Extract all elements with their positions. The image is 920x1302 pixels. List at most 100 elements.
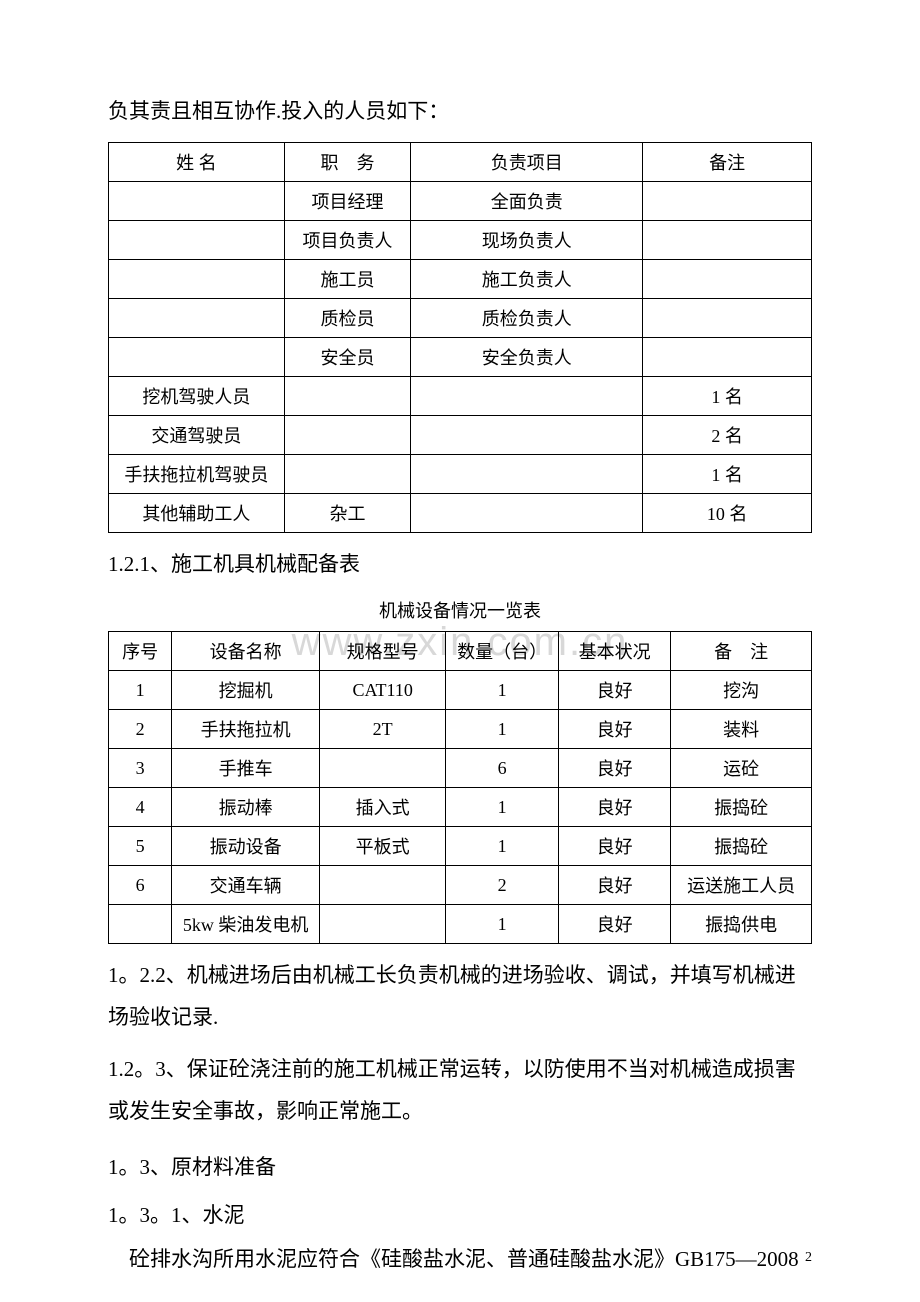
table-header-cell: 基本状况 bbox=[558, 632, 670, 671]
table-row: 项目负责人 现场负责人 bbox=[109, 221, 812, 260]
table-cell: 2 bbox=[109, 710, 172, 749]
table-row: 其他辅助工人 杂工 10 名 bbox=[109, 494, 812, 533]
table-cell: 插入式 bbox=[319, 788, 446, 827]
table-cell bbox=[109, 260, 285, 299]
personnel-table: 姓 名 职 务 负责项目 备注 项目经理 全面负责 项目负责人 现场负责人 施工… bbox=[108, 142, 812, 533]
table-row: 2 手扶拖拉机 2T 1 良好 装料 bbox=[109, 710, 812, 749]
table-cell: 施工员 bbox=[284, 260, 411, 299]
table-cell bbox=[411, 377, 643, 416]
table-cell: 6 bbox=[446, 749, 558, 788]
table-row: 交通驾驶员 2 名 bbox=[109, 416, 812, 455]
table-header-row: 姓 名 职 务 负责项目 备注 bbox=[109, 143, 812, 182]
table-cell: 2T bbox=[319, 710, 446, 749]
table-cell: 挖沟 bbox=[671, 671, 812, 710]
table-cell bbox=[411, 455, 643, 494]
table-cell bbox=[411, 494, 643, 533]
table-row: 1 挖掘机 CAT110 1 良好 挖沟 bbox=[109, 671, 812, 710]
table-cell bbox=[109, 221, 285, 260]
table-cell: 1 bbox=[446, 710, 558, 749]
table-header-cell: 备 注 bbox=[671, 632, 812, 671]
table-cell: 良好 bbox=[558, 827, 670, 866]
table-header-cell: 序号 bbox=[109, 632, 172, 671]
table-cell bbox=[411, 416, 643, 455]
table-cell: 良好 bbox=[558, 710, 670, 749]
table-header-cell: 负责项目 bbox=[411, 143, 643, 182]
table-row: 挖机驾驶人员 1 名 bbox=[109, 377, 812, 416]
table-cell: 2 名 bbox=[643, 416, 812, 455]
table-cell: 良好 bbox=[558, 671, 670, 710]
table-header-cell: 设备名称 bbox=[172, 632, 320, 671]
table-row: 5 振动设备 平板式 1 良好 振捣砼 bbox=[109, 827, 812, 866]
table-row: 4 振动棒 插入式 1 良好 振捣砼 bbox=[109, 788, 812, 827]
table-cell: 全面负责 bbox=[411, 182, 643, 221]
table-cell: 安全负责人 bbox=[411, 338, 643, 377]
table-row: 质检员 质检负责人 bbox=[109, 299, 812, 338]
table-cell: 运砼 bbox=[671, 749, 812, 788]
table-cell: 交通车辆 bbox=[172, 866, 320, 905]
table-cell: 3 bbox=[109, 749, 172, 788]
table-cell: 10 名 bbox=[643, 494, 812, 533]
para-final: 砼排水沟所用水泥应符合《硅酸盐水泥、普通硅酸盐水泥》GB175—2008 bbox=[108, 1238, 812, 1280]
table-cell: 振捣砼 bbox=[671, 788, 812, 827]
table-cell: 项目经理 bbox=[284, 182, 411, 221]
table-header-cell: 数量（台） bbox=[446, 632, 558, 671]
table2-caption: 机械设备情况一览表 bbox=[108, 597, 812, 623]
table-cell: 手扶拖拉机驾驶员 bbox=[109, 455, 285, 494]
table-cell: 1 名 bbox=[643, 377, 812, 416]
table-cell: 良好 bbox=[558, 905, 670, 944]
table-cell: 振捣供电 bbox=[671, 905, 812, 944]
table-cell bbox=[284, 416, 411, 455]
table-cell: 振动棒 bbox=[172, 788, 320, 827]
table-cell: 1 bbox=[446, 827, 558, 866]
table-cell: 手推车 bbox=[172, 749, 320, 788]
table-cell bbox=[643, 182, 812, 221]
table-cell bbox=[284, 377, 411, 416]
equipment-table: 序号 设备名称 规格型号 数量（台） 基本状况 备 注 1 挖掘机 CAT110… bbox=[108, 631, 812, 944]
intro-paragraph: 负其责且相互协作.投入的人员如下： bbox=[108, 90, 812, 132]
table-cell: 挖机驾驶人员 bbox=[109, 377, 285, 416]
table-cell bbox=[284, 455, 411, 494]
table-cell: 质检员 bbox=[284, 299, 411, 338]
table-header-cell: 备注 bbox=[643, 143, 812, 182]
table-cell: 安全员 bbox=[284, 338, 411, 377]
page-content: 负其责且相互协作.投入的人员如下： 姓 名 职 务 负责项目 备注 项目经理 全… bbox=[108, 90, 812, 1280]
table-cell: 质检负责人 bbox=[411, 299, 643, 338]
table-cell: 1 名 bbox=[643, 455, 812, 494]
table-cell: 现场负责人 bbox=[411, 221, 643, 260]
table-cell: 项目负责人 bbox=[284, 221, 411, 260]
table-header-row: 序号 设备名称 规格型号 数量（台） 基本状况 备 注 bbox=[109, 632, 812, 671]
table-cell: 6 bbox=[109, 866, 172, 905]
table-row: 5kw 柴油发电机 1 良好 振捣供电 bbox=[109, 905, 812, 944]
table-cell: 良好 bbox=[558, 749, 670, 788]
table-cell: 施工负责人 bbox=[411, 260, 643, 299]
table-cell: 1 bbox=[446, 788, 558, 827]
table-cell bbox=[643, 221, 812, 260]
table-row: 6 交通车辆 2 良好 运送施工人员 bbox=[109, 866, 812, 905]
table-cell: 5kw 柴油发电机 bbox=[172, 905, 320, 944]
table-cell: 平板式 bbox=[319, 827, 446, 866]
table-cell: 其他辅助工人 bbox=[109, 494, 285, 533]
table-cell: 交通驾驶员 bbox=[109, 416, 285, 455]
table-cell: 1 bbox=[109, 671, 172, 710]
table-cell: 装料 bbox=[671, 710, 812, 749]
table-cell: 5 bbox=[109, 827, 172, 866]
table-cell bbox=[319, 905, 446, 944]
table-cell: 4 bbox=[109, 788, 172, 827]
table-header-cell: 姓 名 bbox=[109, 143, 285, 182]
table-cell: 良好 bbox=[558, 788, 670, 827]
table-cell bbox=[109, 905, 172, 944]
para-1-2-3: 1.2。3、保证砼浇注前的施工机械正常运转，以防使用不当对机械造成损害或发生安全… bbox=[108, 1048, 812, 1132]
table-cell: CAT110 bbox=[319, 671, 446, 710]
table-cell bbox=[109, 338, 285, 377]
table-cell: 运送施工人员 bbox=[671, 866, 812, 905]
table-cell: 杂工 bbox=[284, 494, 411, 533]
table-cell bbox=[109, 182, 285, 221]
table-cell bbox=[643, 260, 812, 299]
table-cell: 振动设备 bbox=[172, 827, 320, 866]
section-1-3-1: 1。3。1、水泥 bbox=[108, 1194, 812, 1236]
section-1-3: 1。3、原材料准备 bbox=[108, 1146, 812, 1188]
table-row: 施工员 施工负责人 bbox=[109, 260, 812, 299]
table-header-cell: 规格型号 bbox=[319, 632, 446, 671]
table-row: 手扶拖拉机驾驶员 1 名 bbox=[109, 455, 812, 494]
table-cell: 良好 bbox=[558, 866, 670, 905]
